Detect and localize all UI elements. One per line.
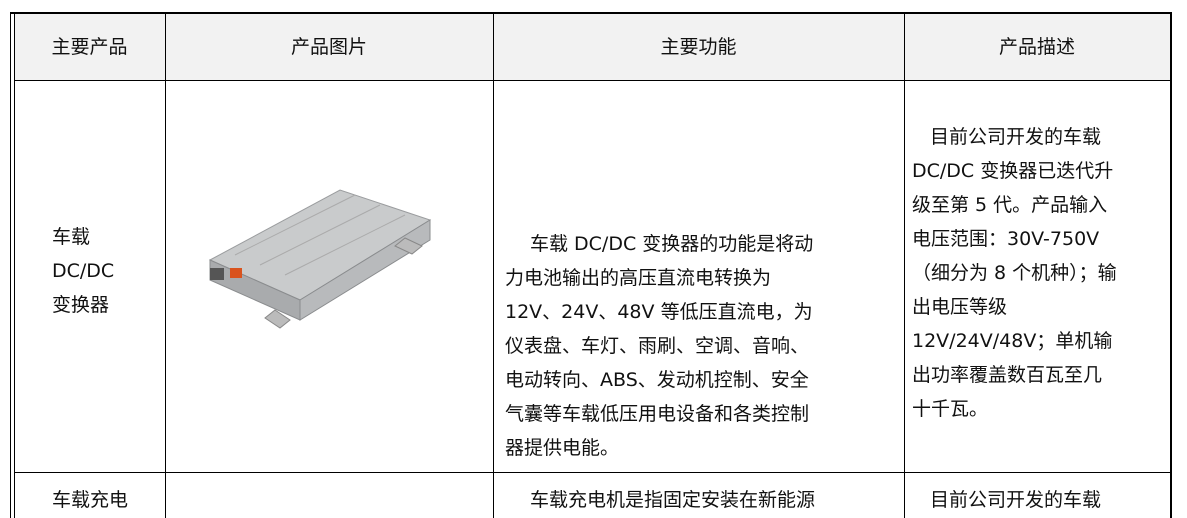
border (14, 80, 1170, 81)
function-text: 电动转向、ABS、发动机控制、安全 (505, 369, 809, 391)
border (10, 12, 11, 518)
description-text: 出电压等级 (912, 296, 1008, 318)
description-text: 12V/24V/48V；单机输 (912, 330, 1113, 352)
function-text: 气囊等车载低压用电设备和各类控制 (505, 403, 810, 425)
border (904, 12, 905, 518)
function-text: 仪表盘、车灯、雨刷、空调、音响、 (505, 335, 810, 357)
product-image (208, 189, 432, 329)
border (14, 12, 15, 518)
description-text: 目前公司开发的车载 (930, 126, 1102, 148)
border (493, 12, 494, 518)
function-text: 器提供电能。 (505, 437, 620, 459)
border (14, 472, 1170, 473)
function-text: 力电池输出的高压直流电转换为 (505, 267, 772, 289)
header-cell: 产品描述 (998, 36, 1075, 58)
header-cell: 产品图片 (290, 36, 367, 58)
description-text: DC/DC 变换器已迭代升 (912, 160, 1114, 182)
description-text: 电压范围：30V-750V (912, 228, 1100, 250)
header-cell: 主要产品 (51, 36, 128, 58)
description-text: 十千瓦。 (912, 398, 989, 420)
product-name: 车载 (52, 226, 91, 248)
function-text: 车载 DC/DC 变换器的功能是将动 (530, 233, 814, 255)
product-name: DC/DC (52, 260, 115, 282)
description-text: 级至第 5 代。产品输入 (912, 194, 1108, 216)
description-text: 目前公司开发的车载 (930, 489, 1102, 511)
product-name: 变换器 (52, 294, 110, 316)
product-name: 车载充电 (52, 489, 129, 511)
function-text: 12V、24V、48V 等低压直流电，为 (505, 301, 813, 323)
header-row (14, 14, 1170, 80)
description-text: （细分为 8 个机种）；输 (912, 262, 1117, 284)
header-cell: 主要功能 (660, 36, 737, 58)
border (1170, 12, 1172, 518)
border (165, 12, 166, 518)
border (10, 12, 1172, 14)
function-text: 车载充电机是指固定安装在新能源 (530, 489, 816, 511)
description-text: 出功率覆盖数百瓦至几 (912, 364, 1103, 386)
